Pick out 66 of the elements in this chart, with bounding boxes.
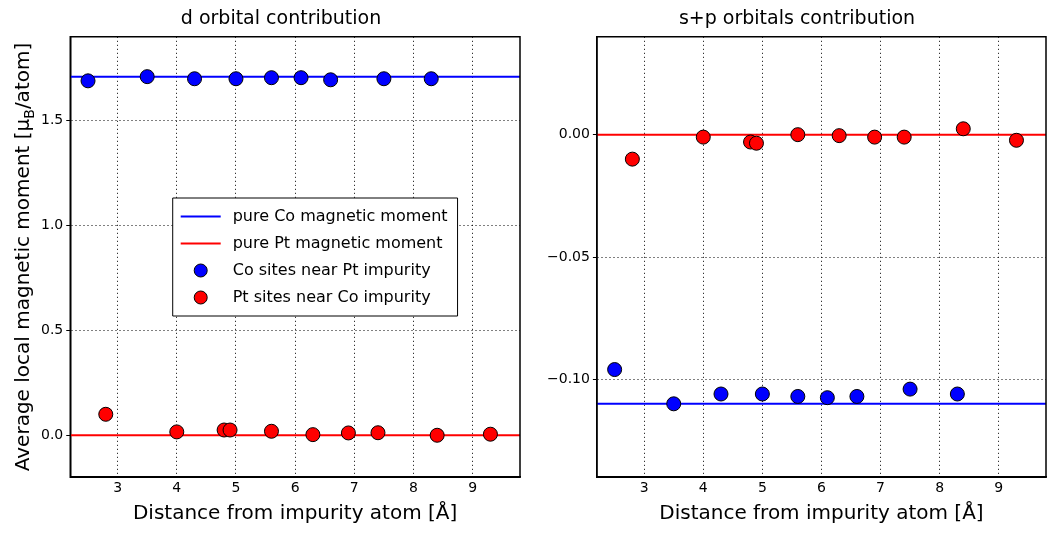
- point: [429, 427, 445, 443]
- point: [139, 69, 155, 85]
- point: [831, 128, 847, 144]
- legend-label: Pt sites near Co impurity: [232, 286, 431, 306]
- point: [370, 425, 386, 441]
- point: [323, 72, 339, 88]
- y-tick-label: −0.05: [547, 247, 590, 264]
- y-tick-label: 0.00: [558, 125, 590, 142]
- chart-title: s+p orbitals contribution: [678, 6, 916, 29]
- x-tick-label: 4: [698, 479, 708, 496]
- point: [713, 386, 729, 402]
- x-tick-label: 6: [816, 479, 826, 496]
- point: [949, 386, 965, 402]
- y-tick-label: 1.0: [41, 216, 64, 233]
- point: [305, 427, 321, 443]
- point: [1008, 132, 1024, 148]
- x-tick-label: 8: [935, 479, 945, 496]
- point: [80, 73, 96, 89]
- chart-title: d orbital contribution: [180, 6, 382, 29]
- point: [607, 362, 623, 378]
- point: [695, 129, 711, 145]
- point: [819, 390, 835, 406]
- point: [482, 426, 498, 442]
- legend-label: pure Co magnetic moment: [232, 205, 448, 225]
- legend-label: pure Pt magnetic moment: [232, 232, 443, 252]
- y-tick-label: 0.0: [41, 425, 64, 442]
- point: [790, 127, 806, 143]
- point: [624, 151, 640, 167]
- point: [423, 71, 439, 87]
- x-tick-label: 7: [349, 479, 359, 496]
- point: [666, 396, 682, 412]
- point: [187, 71, 203, 87]
- point: [263, 423, 279, 439]
- x-tick-label: 8: [409, 479, 418, 496]
- x-axis-title: Distance from impurity atom [Å]: [659, 500, 984, 525]
- point: [376, 71, 392, 87]
- point: [169, 424, 185, 440]
- point: [98, 406, 114, 422]
- point: [849, 388, 865, 404]
- point: [263, 70, 279, 86]
- point: [748, 135, 764, 151]
- x-tick-label: 9: [994, 479, 1004, 496]
- x-tick-label: 4: [172, 479, 182, 496]
- point: [867, 129, 883, 145]
- y-tick-label: 1.5: [41, 111, 64, 128]
- x-axis-title: Distance from impurity atom [Å]: [132, 500, 458, 525]
- point: [293, 70, 309, 86]
- x-tick-label: 5: [757, 479, 767, 496]
- x-tick-label: 3: [113, 479, 123, 496]
- point: [896, 129, 912, 145]
- x-tick-label: 9: [468, 479, 478, 496]
- point: [902, 381, 918, 397]
- y-axis-title: Average local magnetic moment [μB/atom]: [10, 42, 37, 472]
- point: [228, 71, 244, 87]
- x-tick-label: 6: [290, 479, 300, 496]
- x-tick-label: 3: [639, 479, 649, 496]
- point: [955, 121, 971, 137]
- x-tick-label: 5: [231, 479, 241, 496]
- point: [790, 388, 806, 404]
- legend-label: Co sites near Pt impurity: [232, 259, 431, 279]
- y-tick-label: 0.5: [41, 321, 64, 338]
- point: [754, 386, 770, 402]
- x-tick-label: 7: [876, 479, 885, 496]
- point: [340, 425, 356, 441]
- y-tick-label: −0.10: [547, 369, 590, 386]
- point: [222, 422, 238, 438]
